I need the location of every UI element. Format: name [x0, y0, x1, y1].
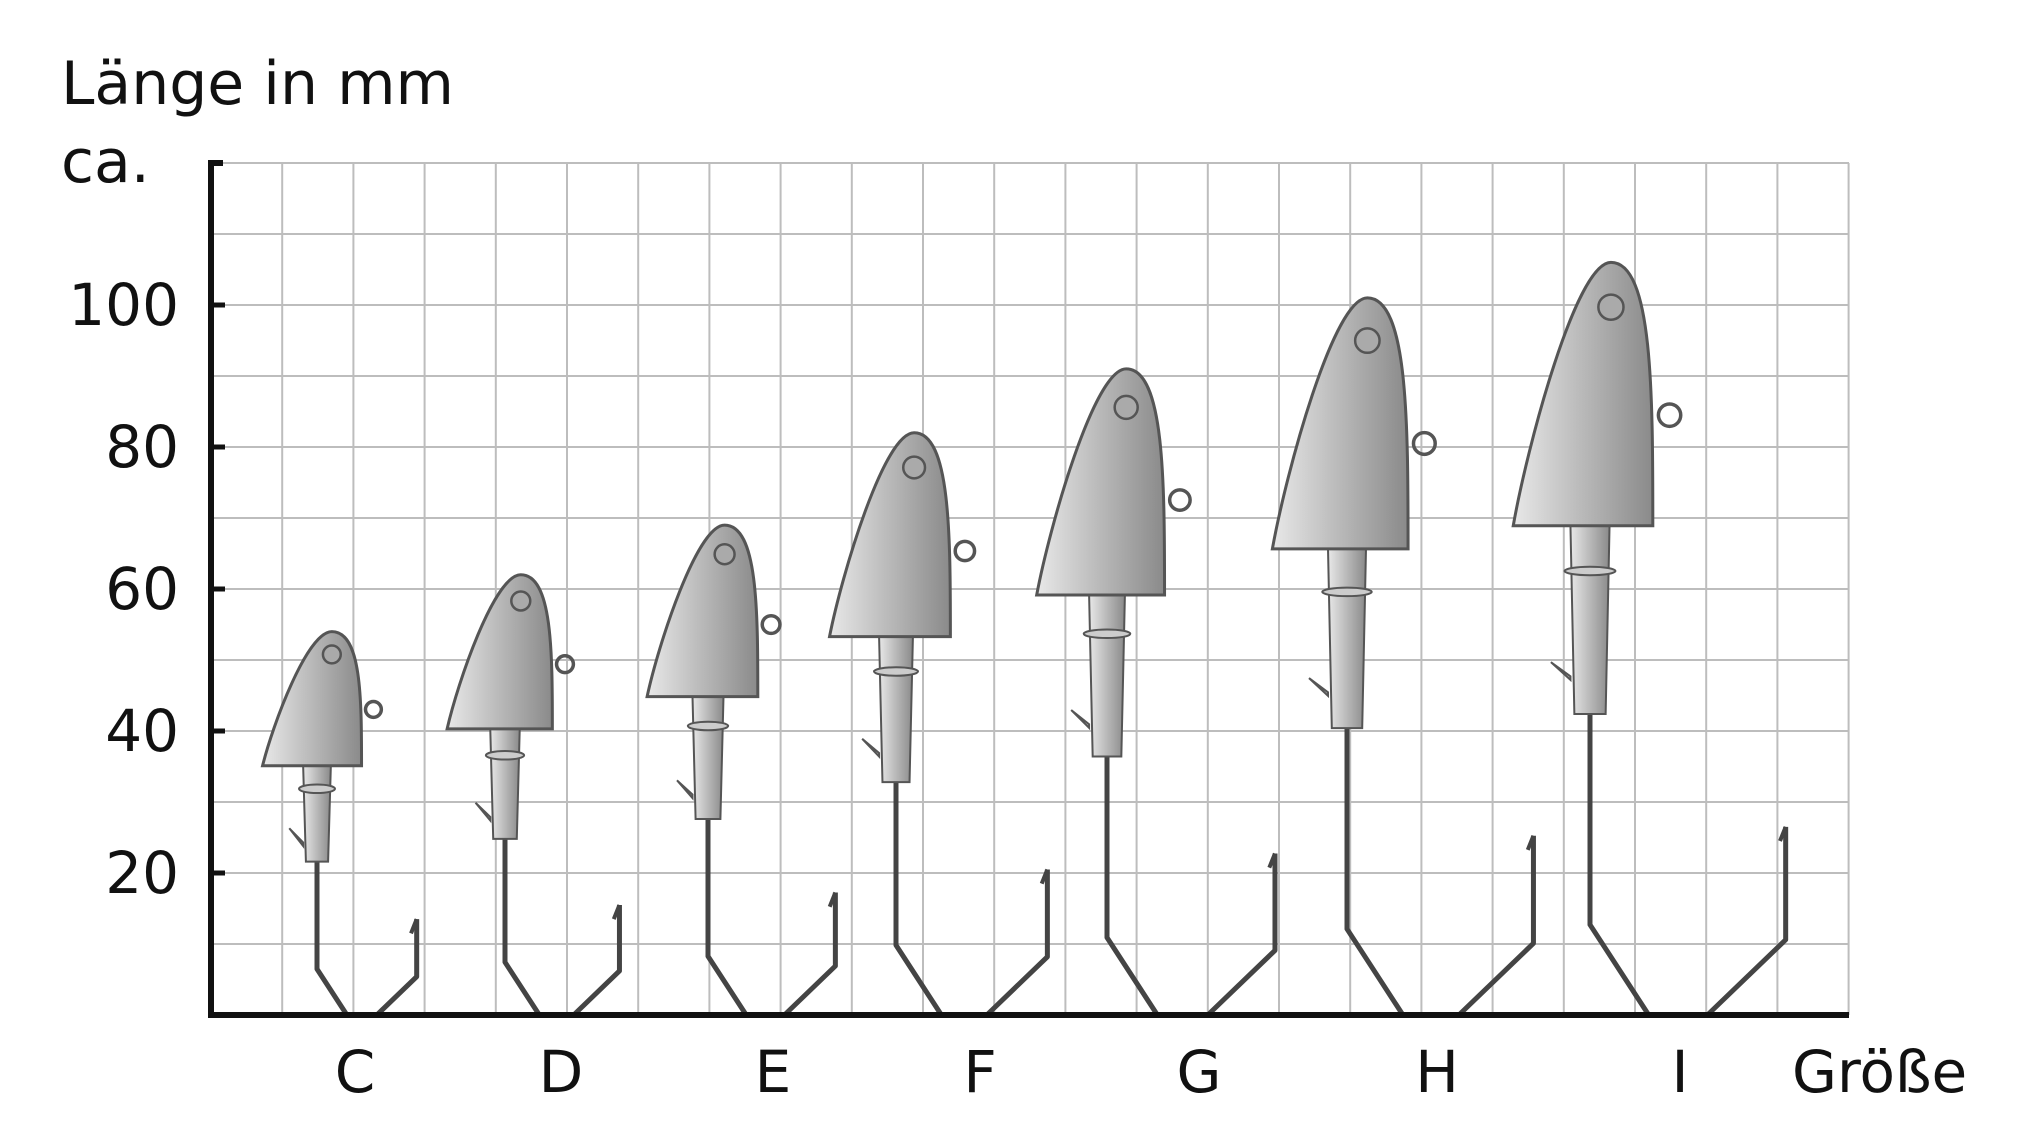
jig-I	[1511, 260, 1789, 1018]
hook-barb	[409, 918, 419, 935]
bait-barb	[474, 801, 492, 824]
jig-G	[1034, 367, 1278, 1018]
line-eyelet	[363, 699, 384, 720]
line-eyelet	[1411, 430, 1437, 457]
eye	[1597, 293, 1625, 321]
x-tick-label: C	[335, 1038, 376, 1106]
shank-collar	[489, 727, 521, 840]
x-tick-label: E	[755, 1038, 792, 1106]
eye	[902, 455, 927, 480]
line-eyelet	[760, 613, 782, 636]
jig-F	[827, 431, 1050, 1018]
jig-head	[1511, 260, 1655, 528]
hook-barb	[827, 891, 838, 908]
collar-ring	[1321, 586, 1373, 598]
hook	[705, 696, 838, 1018]
y-tick-label: 60	[105, 555, 179, 623]
eye	[321, 644, 343, 665]
hook	[893, 636, 1050, 1018]
collar-ring	[1082, 628, 1132, 640]
collar-ring	[297, 783, 337, 795]
line-eyelet	[953, 539, 977, 563]
jigs	[260, 260, 1789, 1018]
x-tick-label: I	[1671, 1038, 1688, 1106]
jig-head	[645, 523, 760, 699]
jig-head	[260, 630, 364, 768]
x-tick-label: F	[963, 1038, 996, 1106]
x-tick-label: H	[1415, 1038, 1459, 1106]
hook	[314, 765, 420, 1018]
y-tick-label: 40	[105, 697, 179, 765]
bait-barb	[1550, 661, 1572, 683]
shank-collar	[1569, 524, 1611, 715]
shank-collar	[302, 764, 332, 863]
bait-barb	[288, 827, 305, 849]
bait-barb	[1308, 677, 1329, 699]
shank-collar	[1326, 547, 1368, 730]
shank-collar	[878, 635, 914, 784]
eye	[713, 543, 736, 566]
hook-barb	[1525, 834, 1536, 851]
collar-ring	[873, 666, 919, 677]
hook-barb	[1778, 826, 1788, 842]
x-tick-label: D	[539, 1038, 584, 1106]
jig-head	[1270, 296, 1410, 551]
jig-head	[827, 431, 952, 639]
y-axis-label: Länge in mm	[61, 49, 454, 119]
hook	[502, 728, 622, 1018]
jig-C	[260, 630, 420, 1018]
jig-E	[645, 523, 838, 1018]
line-eyelet	[1656, 402, 1683, 429]
hook-barb	[1039, 868, 1050, 885]
y-axis-label-ca: ca.	[61, 127, 150, 197]
y-tick-label: 80	[105, 413, 179, 481]
hook	[1587, 525, 1789, 1018]
jig-D	[445, 573, 622, 1018]
bait-barb	[1070, 709, 1091, 731]
bait-barb	[861, 738, 881, 760]
jig-H	[1270, 296, 1536, 1018]
eye	[1113, 394, 1139, 421]
axes	[208, 160, 1849, 1018]
jig-head	[445, 573, 554, 731]
collar-ring	[1563, 565, 1617, 577]
y-tick-label: 100	[68, 271, 179, 339]
collar-ring	[686, 720, 730, 732]
jig-head	[1034, 367, 1167, 597]
eye	[1353, 327, 1381, 355]
shank-collar	[691, 695, 725, 821]
bait-barb	[676, 779, 694, 801]
eye	[510, 590, 532, 612]
hook	[1104, 595, 1278, 1018]
y-tick-label: 20	[105, 839, 179, 907]
hook-barb	[611, 904, 622, 920]
collar-ring	[484, 750, 526, 761]
shank-collar	[1088, 594, 1126, 758]
x-axis-label: Größe	[1792, 1038, 1967, 1106]
x-tick-label: G	[1177, 1038, 1222, 1106]
hook-barb	[1267, 852, 1277, 869]
line-eyelet	[554, 653, 576, 675]
line-eyelet	[1167, 488, 1192, 513]
hook	[1344, 548, 1536, 1018]
